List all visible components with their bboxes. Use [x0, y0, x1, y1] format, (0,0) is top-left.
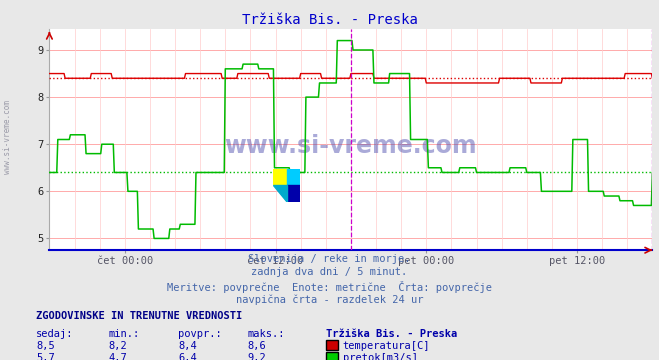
Text: temperatura[C]: temperatura[C] [343, 341, 430, 351]
Text: 8,4: 8,4 [178, 341, 196, 351]
Text: 5,7: 5,7 [36, 353, 55, 360]
Text: 8,5: 8,5 [36, 341, 55, 351]
Text: maks.:: maks.: [247, 329, 285, 339]
Text: min.:: min.: [109, 329, 140, 339]
Text: navpična črta - razdelek 24 ur: navpična črta - razdelek 24 ur [236, 295, 423, 305]
Bar [287, 169, 300, 185]
Text: povpr.:: povpr.: [178, 329, 221, 339]
Text: Tržiška Bis. - Preska: Tržiška Bis. - Preska [242, 13, 417, 27]
Text: 9,2: 9,2 [247, 353, 266, 360]
Bar [287, 185, 300, 202]
Text: 4,7: 4,7 [109, 353, 127, 360]
Text: Tržiška Bis. - Preska: Tržiška Bis. - Preska [326, 329, 457, 339]
Text: www.si-vreme.com: www.si-vreme.com [225, 134, 477, 158]
Text: 6,4: 6,4 [178, 353, 196, 360]
Text: zadnja dva dni / 5 minut.: zadnja dva dni / 5 minut. [251, 267, 408, 278]
Text: 8,2: 8,2 [109, 341, 127, 351]
Text: www.si-vreme.com: www.si-vreme.com [3, 100, 13, 174]
Text: sedaj:: sedaj: [36, 329, 74, 339]
Text: pretok[m3/s]: pretok[m3/s] [343, 353, 418, 360]
Text: Meritve: povprečne  Enote: metrične  Črta: povprečje: Meritve: povprečne Enote: metrične Črta:… [167, 281, 492, 293]
Text: Slovenija / reke in morje.: Slovenija / reke in morje. [248, 254, 411, 264]
Polygon shape [273, 185, 287, 202]
Text: 8,6: 8,6 [247, 341, 266, 351]
Text: ZGODOVINSKE IN TRENUTNE VREDNOSTI: ZGODOVINSKE IN TRENUTNE VREDNOSTI [36, 311, 243, 321]
Bar [273, 169, 287, 185]
